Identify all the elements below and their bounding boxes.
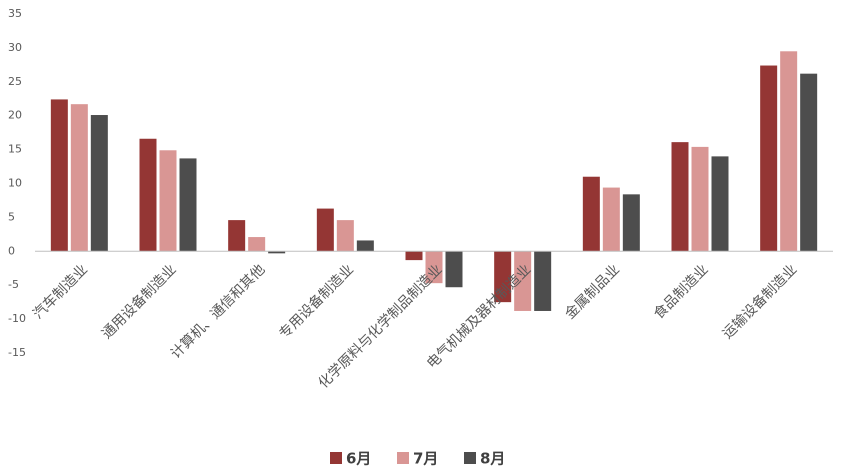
legend-swatch <box>464 452 476 464</box>
bar <box>514 251 532 311</box>
bar <box>268 251 286 254</box>
bar <box>139 138 157 252</box>
bar <box>760 65 778 252</box>
y-tick-label: 15 <box>8 143 22 156</box>
y-tick-label: 5 <box>8 210 15 223</box>
bar <box>70 104 88 252</box>
legend-label: 8月 <box>480 450 505 468</box>
y-tick-label: -15 <box>8 346 26 359</box>
x-tick-label: 专用设备制造业 <box>276 261 357 342</box>
bar <box>356 240 374 252</box>
bar <box>711 156 729 252</box>
legend-swatch <box>397 452 409 464</box>
x-tick-label: 通用设备制造业 <box>98 261 179 342</box>
y-tick-label: 35 <box>8 7 22 20</box>
bar <box>405 251 423 261</box>
bar <box>602 187 620 252</box>
legend-label: 7月 <box>413 450 438 468</box>
legend-label: 6月 <box>346 450 371 468</box>
bar <box>534 251 552 311</box>
bar <box>159 150 177 252</box>
bar <box>50 99 68 252</box>
legend-swatch <box>330 452 342 464</box>
bar <box>248 237 266 252</box>
bar <box>445 251 463 288</box>
y-tick-label: 20 <box>8 109 22 122</box>
x-tick-label: 食品制造业 <box>650 261 712 323</box>
bar <box>425 251 443 284</box>
y-tick-label: -10 <box>8 312 26 325</box>
bar <box>179 158 197 252</box>
x-tick-label: 汽车制造业 <box>29 261 91 323</box>
bar <box>582 176 600 252</box>
y-tick-label: 25 <box>8 75 22 88</box>
x-tick-label: 金属制品业 <box>562 262 623 323</box>
bar <box>800 73 818 252</box>
bar <box>228 220 246 252</box>
y-tick-label: 0 <box>8 244 15 257</box>
bar <box>494 251 512 303</box>
x-tick-label: 计算机、通信和其他 <box>168 262 268 362</box>
bar <box>780 51 798 252</box>
x-tick-label: 运输设备制造业 <box>719 261 800 342</box>
y-tick-label: -5 <box>8 278 19 291</box>
bar <box>90 115 108 252</box>
y-tick-label: 30 <box>8 41 22 54</box>
bar <box>691 146 709 252</box>
bar <box>671 142 689 252</box>
y-tick-label: 10 <box>8 177 22 190</box>
bar <box>336 220 354 252</box>
bar <box>622 194 640 252</box>
bar <box>316 208 334 252</box>
